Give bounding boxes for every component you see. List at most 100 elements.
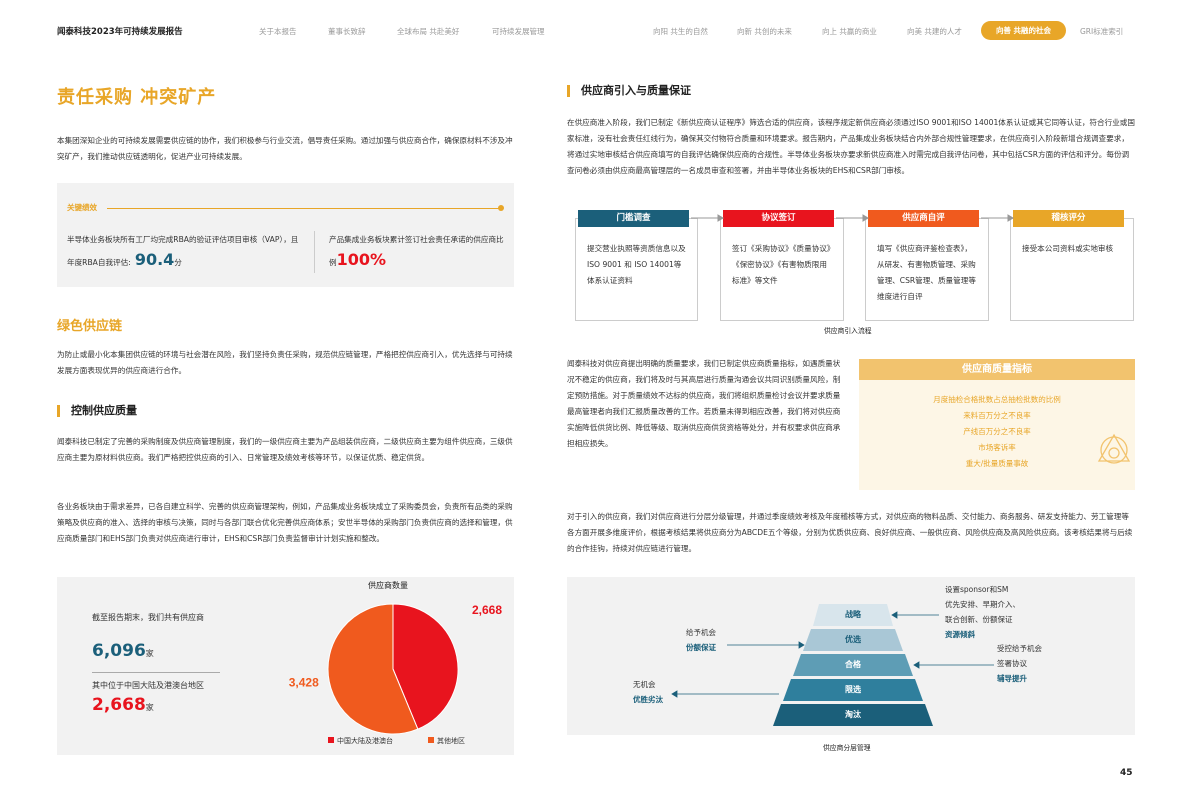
kpi1-text: 半导体业务板块所有工厂均完成RBA的验证评估项目审核（VAP），且年度RBA自我… xyxy=(67,235,299,267)
pyramid-left-top-bold: 份额保证 xyxy=(686,643,716,652)
report-brand: 闻泰科技2023年可持续发展报告 xyxy=(57,27,183,37)
pyramid-level-2 xyxy=(803,629,903,651)
flow-step-2-box: 签订《采购协议》《质量协议》《保密协议》《有害物质限用标准》等文件 xyxy=(720,218,844,321)
kpi-box: 关键绩效 半导体业务板块所有工厂均完成RBA的验证评估项目审核（VAP），且年度… xyxy=(57,183,514,287)
green-supply-text: 为防止或最小化本集团供应链的环境与社会潜在风险，我们坚持负责任采购，规范供应链管… xyxy=(57,350,513,375)
top-nav: 闻泰科技2023年可持续发展报告 关于本报告 董事长致辞 全球布局 共赴美好 可… xyxy=(0,0,1191,62)
pyramid-caption: 供应商分层管理 xyxy=(823,744,871,752)
pyramid-right-mid-line: 受控给予机会 xyxy=(997,644,1042,653)
flow-step-2-head: 协议签订 xyxy=(723,210,834,227)
nav-item-sustainability[interactable]: 可持续发展管理 xyxy=(492,27,545,36)
nav-item-business[interactable]: 向上 共赢的商业 xyxy=(822,27,877,36)
legend-label: 中国大陆及港澳台 xyxy=(337,736,393,745)
indicator-item: 市场客诉率 xyxy=(978,443,1016,452)
control-quality-heading: 控制供应质量 xyxy=(57,405,137,417)
flow-arrow-2-head xyxy=(862,214,869,222)
stats-value-1: 6,096 xyxy=(92,641,146,661)
pyramid-level-4 xyxy=(783,679,923,701)
pie-slice-1 xyxy=(327,603,419,735)
pyramid-left-top: 给予机会 xyxy=(686,628,716,637)
quality-text: 闻泰科技对供应商提出明确的质量要求，我们已制定供应商质量指标，如遇质量状况不稳定… xyxy=(567,359,841,448)
pyramid-right-top-line: 优先安排、早期介入、 xyxy=(945,600,1020,609)
stats-unit-1: 家 xyxy=(145,649,154,658)
pyramid-right-top-bold: 资源倾斜 xyxy=(945,630,975,639)
flow-arrows xyxy=(691,214,1014,222)
pyramid-left-bot: 无机会 xyxy=(633,680,656,689)
flow-step-4-head: 稽核评分 xyxy=(1013,210,1124,227)
pyramid-level-1 xyxy=(813,604,893,626)
pyramid-right-top-line: 联合创新、份额保证 xyxy=(945,615,1013,624)
quality-emblem-icon xyxy=(1097,433,1131,464)
pie-slice-0 xyxy=(392,603,459,730)
stats-unit-2: 家 xyxy=(145,703,154,712)
pyramid-diagram xyxy=(671,604,994,726)
indicator-title: 供应商质量指标 xyxy=(859,359,1135,380)
nav-item-gri[interactable]: GRI标准索引 xyxy=(1080,27,1124,36)
pie-value-label: 3,428 xyxy=(289,676,319,690)
kpi1-unit: 分 xyxy=(174,258,182,267)
pyramid-label-qualified: 合格 xyxy=(845,660,861,669)
legend-swatch xyxy=(428,737,434,743)
page-title: 责任采购 冲突矿产 xyxy=(57,87,217,108)
pyramid-level-5 xyxy=(773,704,933,726)
legend-label: 其他地区 xyxy=(437,736,465,745)
kpi-label: 关键绩效 xyxy=(67,203,97,212)
kpi-dot-icon xyxy=(498,205,504,211)
stats-divider xyxy=(92,672,220,673)
pyramid-label-restricted: 限选 xyxy=(845,685,861,694)
nav-item-global[interactable]: 全球布局 共赴美好 xyxy=(397,27,460,36)
pointer-head xyxy=(798,641,805,649)
kpi-separator xyxy=(314,231,315,273)
indicator-item: 重大/批量质量事故 xyxy=(965,459,1029,468)
nav-item-future[interactable]: 向新 共创的未来 xyxy=(737,27,792,36)
flow-step-3-box: 填写《供应商评鉴检查表》，从研发、有害物质管理、采购管理、CSR管理、质量管理等… xyxy=(865,218,989,321)
pointer-head xyxy=(891,611,898,619)
control-quality-p2: 各业务板块由于需求差异，已各自建立科学、完善的供应商管理架构，例如，产品集成业务… xyxy=(57,502,513,543)
kpi2-value: 100% xyxy=(336,250,387,269)
stats-value-2: 2,668 xyxy=(92,695,146,715)
nav-item-chairman[interactable]: 董事长致辞 xyxy=(328,27,366,36)
legend-swatch xyxy=(328,737,334,743)
stats-label-1: 截至报告期末，我们共有供应商 xyxy=(92,613,204,622)
flow-step-3-head: 供应商自评 xyxy=(868,210,979,227)
nav-item-talent[interactable]: 向美 共建的人才 xyxy=(907,27,962,36)
green-supply-heading: 绿色供应链 xyxy=(57,319,123,334)
indicator-item: 来料百万分之不良率 xyxy=(963,411,1031,420)
pyramid-level-3 xyxy=(793,654,913,676)
flow-step-3-body: 填写《供应商评鉴检查表》，从研发、有害物质管理、采购管理、CSR管理、质量管理等… xyxy=(877,244,976,301)
flow-arrow-1-head xyxy=(717,214,724,222)
pointer-head xyxy=(671,690,678,698)
stats-label-2: 其中位于中国大陆及港澳台地区 xyxy=(92,681,204,690)
kpi2-text: 产品集成业务板块累计签订社会责任承诺的供应商比例 xyxy=(329,235,504,267)
pyramid-right-top-line: 设置sponsor和SM xyxy=(945,585,1009,594)
pointer-head xyxy=(913,661,920,669)
flow-step-4-box: 接受本公司资料或实地审核 xyxy=(1010,218,1134,321)
supplier-intro-text: 在供应商准入阶段，我们已制定《新供应商认证程序》筛选合适的供应商，该程序规定新供… xyxy=(567,118,1135,175)
supplier-intro-heading: 供应商引入与质量保证 xyxy=(567,85,691,97)
quality-indicator-box: 供应商质量指标 月度抽检合格批数占总抽检批数的比例 来料百万分之不良率 产线百万… xyxy=(859,359,1135,490)
pyramid-label-strategic: 战略 xyxy=(845,610,861,619)
page-number: 45 xyxy=(1120,768,1133,778)
kpi1-value: 90.4 xyxy=(134,250,175,269)
indicator-item: 月度抽检合格批数占总抽检批数的比例 xyxy=(933,395,1061,404)
nav-item-about[interactable]: 关于本报告 xyxy=(259,27,297,36)
pyramid-left-bot-bold: 优胜劣汰 xyxy=(633,695,663,704)
pyramid-label-preferred: 优选 xyxy=(845,635,861,644)
nav-item-society-active[interactable]: 向善 共融的社会 xyxy=(981,21,1066,40)
flow-step-2-body: 签订《采购协议》《质量协议》《保密协议》《有害物质限用标准》等文件 xyxy=(732,244,831,285)
chart-title: 供应商数量 xyxy=(368,581,408,590)
pyramid-right-mid-line: 签署协议 xyxy=(997,659,1027,668)
flow-step-4-body: 接受本公司资料或实地审核 xyxy=(1022,244,1114,253)
pie-value-label: 2,668 xyxy=(472,603,502,617)
flow-step-1-body: 提交营业执照等资质信息以及ISO 9001 和 ISO 14001等体系认证资料 xyxy=(587,244,686,285)
flow-caption: 供应商引入流程 xyxy=(824,327,872,335)
tier-text: 对于引入的供应商，我们对供应商进行分层分级管理，并通过季度绩效考核及年度稽核等方… xyxy=(567,512,1133,553)
nav-item-nature[interactable]: 向阳 共生的自然 xyxy=(653,27,708,36)
flow-step-1-box: 提交营业执照等资质信息以及ISO 9001 和 ISO 14001等体系认证资料 xyxy=(575,218,698,321)
flow-step-1-head: 门槛调查 xyxy=(578,210,689,227)
kpi-divider xyxy=(107,208,500,209)
flow-arrow-3-head xyxy=(1007,214,1014,222)
indicator-item: 产线百万分之不良率 xyxy=(963,427,1031,436)
control-quality-p1: 闻泰科技已制定了完善的采购制度及供应商管理制度，我们的一级供应商主要为产品组装供… xyxy=(57,437,513,462)
pyramid-label-eliminated: 淘汰 xyxy=(845,710,861,719)
